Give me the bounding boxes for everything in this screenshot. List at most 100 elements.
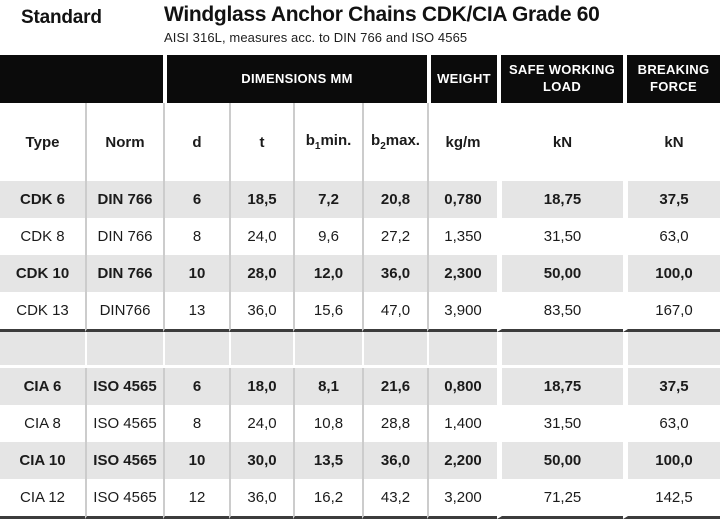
cell-swl: 83,50 [497, 292, 624, 332]
cell-norm: DIN 766 [85, 218, 163, 255]
cell-swl: 50,00 [497, 255, 624, 292]
cell-norm: DIN766 [85, 292, 163, 332]
col-swl-kn: kN [497, 103, 624, 181]
cell-t: 18,5 [229, 181, 293, 218]
cell-b1: 8,1 [293, 368, 362, 405]
cell-norm: DIN 766 [85, 181, 163, 218]
cell-type: CIA 8 [0, 405, 85, 442]
page-title: Windglass Anchor Chains CDK/CIA Grade 60 [164, 3, 600, 26]
cell-t: 18,0 [229, 368, 293, 405]
table-row: CDK 6 DIN 766 6 18,5 7,2 20,8 0,780 18,7… [0, 181, 720, 218]
col-b1min: b1min. [293, 103, 362, 181]
cell-swl: 18,75 [497, 368, 624, 405]
table-row: CDK 13 DIN766 13 36,0 15,6 47,0 3,900 83… [0, 292, 720, 332]
cell-b2: 36,0 [362, 255, 428, 292]
band-dimensions: DIMENSIONS MM [163, 55, 428, 103]
cell-bf: 63,0 [623, 218, 720, 255]
standard-label: Standard [21, 7, 102, 28]
cell-bf: 100,0 [623, 255, 720, 292]
col-norm: Norm [85, 103, 163, 181]
cell-b2: 43,2 [362, 479, 428, 519]
cell-kgm: 2,300 [427, 255, 498, 292]
cell-b2: 36,0 [362, 442, 428, 479]
cell-b1: 10,8 [293, 405, 362, 442]
cell-b1: 16,2 [293, 479, 362, 519]
cell-norm: ISO 4565 [85, 442, 163, 479]
cell-b2: 20,8 [362, 181, 428, 218]
cell-d: 10 [163, 255, 229, 292]
cell-kgm: 1,400 [427, 405, 498, 442]
cell-kgm: 0,780 [427, 181, 498, 218]
cell-t: 30,0 [229, 442, 293, 479]
table-row: CDK 10 DIN 766 10 28,0 12,0 36,0 2,300 5… [0, 255, 720, 292]
cell-d: 6 [163, 368, 229, 405]
cell-b1: 12,0 [293, 255, 362, 292]
col-t: t [229, 103, 293, 181]
cell-type: CDK 8 [0, 218, 85, 255]
cell-norm: ISO 4565 [85, 368, 163, 405]
cell-kgm: 0,800 [427, 368, 498, 405]
cell-kgm: 3,900 [427, 292, 498, 332]
cell-type: CDK 10 [0, 255, 85, 292]
cell-t: 24,0 [229, 218, 293, 255]
cell-b2: 21,6 [362, 368, 428, 405]
column-header-row: Type Norm d t b1min. b2max. kg/m kN kN [0, 103, 720, 181]
cell-d: 12 [163, 479, 229, 519]
spec-table: DIMENSIONS MM WEIGHT SAFE WORKING LOAD B… [0, 55, 720, 519]
page-header: Standard Windglass Anchor Chains CDK/CIA… [0, 0, 720, 55]
title-block: Windglass Anchor Chains CDK/CIA Grade 60… [164, 3, 600, 45]
cell-kgm: 1,350 [427, 218, 498, 255]
cell-type: CIA 12 [0, 479, 85, 519]
cell-bf: 142,5 [623, 479, 720, 519]
cell-norm: ISO 4565 [85, 479, 163, 519]
cell-kgm: 3,200 [427, 479, 498, 519]
col-bf-kn: kN [623, 103, 720, 181]
cell-t: 36,0 [229, 292, 293, 332]
cell-d: 13 [163, 292, 229, 332]
cell-bf: 167,0 [623, 292, 720, 332]
cell-b1: 7,2 [293, 181, 362, 218]
cell-swl: 50,00 [497, 442, 624, 479]
cell-type: CIA 10 [0, 442, 85, 479]
cell-t: 24,0 [229, 405, 293, 442]
cell-type: CIA 6 [0, 368, 85, 405]
cell-b2: 47,0 [362, 292, 428, 332]
cell-norm: DIN 766 [85, 255, 163, 292]
cell-type: CDK 13 [0, 292, 85, 332]
col-kgm: kg/m [427, 103, 498, 181]
cell-d: 8 [163, 405, 229, 442]
cell-bf: 63,0 [623, 405, 720, 442]
cell-b2: 28,8 [362, 405, 428, 442]
cell-bf: 37,5 [623, 368, 720, 405]
cell-swl: 31,50 [497, 218, 624, 255]
cell-type: CDK 6 [0, 181, 85, 218]
cell-d: 8 [163, 218, 229, 255]
band-weight: WEIGHT [427, 55, 498, 103]
band-header-row: DIMENSIONS MM WEIGHT SAFE WORKING LOAD B… [0, 55, 720, 103]
table-row: CIA 6 ISO 4565 6 18,0 8,1 21,6 0,800 18,… [0, 368, 720, 405]
table-row: CIA 10 ISO 4565 10 30,0 13,5 36,0 2,200 … [0, 442, 720, 479]
cell-b1: 15,6 [293, 292, 362, 332]
cell-swl: 18,75 [497, 181, 624, 218]
cell-b2: 27,2 [362, 218, 428, 255]
col-b2max: b2max. [362, 103, 428, 181]
cell-b1: 9,6 [293, 218, 362, 255]
cell-d: 6 [163, 181, 229, 218]
band-empty [0, 55, 163, 103]
cell-bf: 37,5 [623, 181, 720, 218]
cell-swl: 71,25 [497, 479, 624, 519]
cell-t: 28,0 [229, 255, 293, 292]
cell-d: 10 [163, 442, 229, 479]
col-type: Type [0, 103, 85, 181]
page-subtitle: AISI 316L, measures acc. to DIN 766 and … [164, 30, 468, 45]
col-d: d [163, 103, 229, 181]
cell-bf: 100,0 [623, 442, 720, 479]
table-row: CIA 8 ISO 4565 8 24,0 10,8 28,8 1,400 31… [0, 405, 720, 442]
table-row: CIA 12 ISO 4565 12 36,0 16,2 43,2 3,200 … [0, 479, 720, 519]
band-breaking-force: BREAKING FORCE [623, 55, 720, 103]
cell-t: 36,0 [229, 479, 293, 519]
cell-kgm: 2,200 [427, 442, 498, 479]
cell-b1: 13,5 [293, 442, 362, 479]
cell-swl: 31,50 [497, 405, 624, 442]
